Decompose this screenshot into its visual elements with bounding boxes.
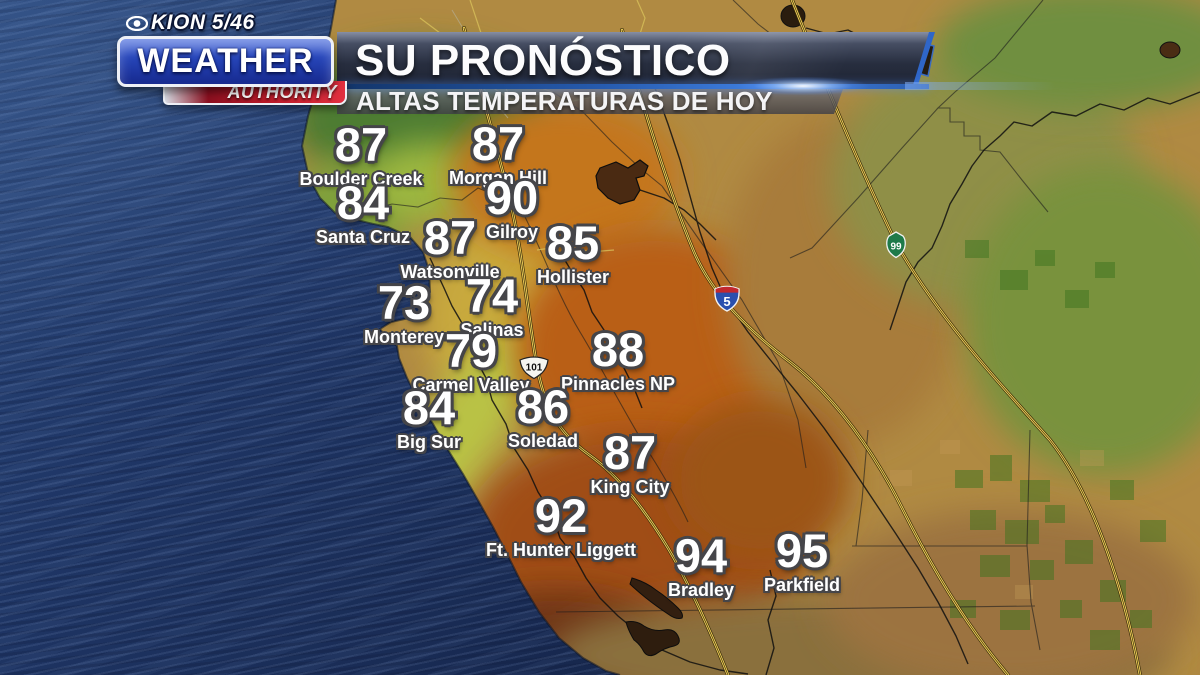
svg-text:99: 99 bbox=[890, 242, 902, 253]
major-highways bbox=[462, 0, 1142, 675]
california-99-shield: 99 bbox=[886, 231, 906, 259]
weather-badge-text: WEATHER bbox=[137, 42, 314, 80]
station-id: KION 5/46 bbox=[126, 11, 255, 35]
station-id-text: KION 5/46 bbox=[151, 11, 255, 34]
coastline bbox=[300, 0, 621, 675]
page-title: SU PRONÓSTICO bbox=[355, 36, 731, 85]
page-subtitle: ALTAS TEMPERATURAS DE HOY bbox=[356, 86, 773, 116]
farmland-patches bbox=[950, 240, 1166, 650]
weather-badge: WEATHER bbox=[117, 36, 334, 87]
county-borders bbox=[336, 0, 1049, 651]
rivers bbox=[429, 27, 1200, 675]
banner-divider-line bbox=[337, 84, 929, 89]
light-streak bbox=[905, 82, 1055, 90]
interstate-5-shield: 5 bbox=[714, 285, 740, 312]
svg-text:101: 101 bbox=[526, 363, 543, 374]
svg-text:5: 5 bbox=[723, 294, 730, 309]
us-101-shield: 101 bbox=[519, 356, 549, 380]
cbs-eye-icon bbox=[126, 15, 148, 31]
